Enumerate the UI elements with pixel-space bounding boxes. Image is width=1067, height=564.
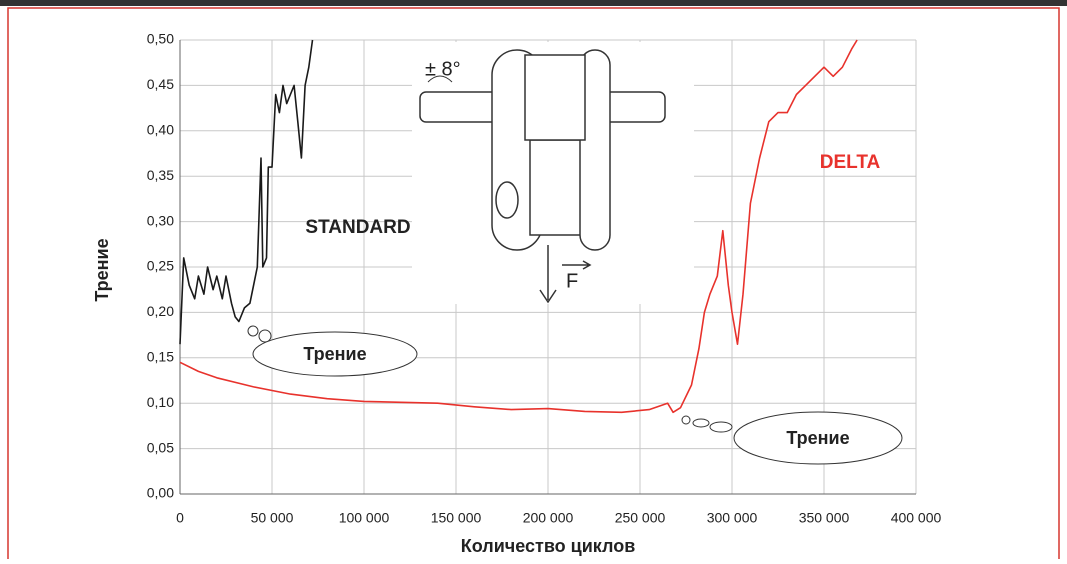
angle-label: ± 8° [425,58,461,80]
clipped-header [0,0,1067,6]
chain-diagram: ± 8° F [412,42,694,304]
y-axis-label: Трение [92,238,112,301]
y-tick-label: 0,25 [147,258,174,274]
cloud-bubble [248,326,258,336]
y-tick-label: 0,35 [147,167,174,183]
annotation: DELTA [820,152,881,173]
cloud-bubble [682,416,690,424]
annotation: Трение [303,344,366,364]
y-tick-label: 0,05 [147,439,174,455]
x-axis-label: Количество циклов [461,536,636,556]
x-tick-label: 200 000 [523,510,574,526]
x-tick-label: 0 [176,510,184,526]
y-tick-label: 0,00 [147,485,174,501]
annotation: STANDARD [305,217,410,238]
y-tick-label: 0,20 [147,303,174,319]
x-tick-label: 50 000 [251,510,294,526]
y-tick-label: 0,45 [147,76,174,92]
cloud-bubble [693,419,709,427]
x-tick-label: 350 000 [799,510,850,526]
x-tick-label: 100 000 [339,510,390,526]
x-tick-label: 250 000 [615,510,666,526]
chart: ± 8° F STANDARD DELTA Трение Трение Коли… [0,0,1067,559]
x-tick-label: 400 000 [891,510,942,526]
y-tick-label: 0,50 [147,31,174,47]
x-tick-label: 300 000 [707,510,758,526]
roller [525,55,585,140]
x-tick-label: 150 000 [431,510,482,526]
force-label: F [566,270,578,292]
pin-hole [496,182,518,218]
cloud-bubble [710,422,732,432]
y-tick-label: 0,30 [147,212,174,228]
annotation: Трение [786,428,849,448]
y-tick-label: 0,40 [147,122,174,138]
cloud-bubble [259,330,271,342]
y-tick-label: 0,10 [147,394,174,410]
y-tick-label: 0,15 [147,349,174,365]
